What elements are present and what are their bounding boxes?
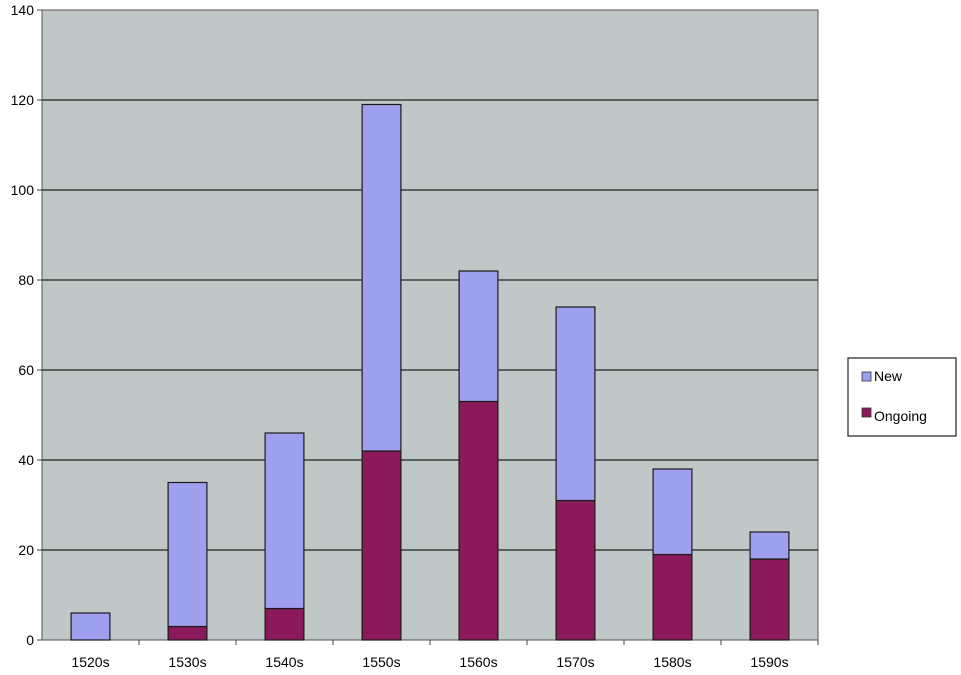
x-tick-label: 1540s <box>265 654 303 670</box>
x-tick-label: 1520s <box>71 654 109 670</box>
y-tick-label: 120 <box>11 92 35 108</box>
y-tick-label: 60 <box>18 362 34 378</box>
y-axis: 0 20 40 60 80 100 120 140 <box>11 2 42 648</box>
bar-ongoing-1550s <box>361 450 402 641</box>
bars <box>70 103 790 641</box>
bar-new-1580s <box>652 468 693 556</box>
x-tick-label: 1580s <box>653 654 691 670</box>
bar-ongoing-1560s <box>458 400 499 641</box>
legend-label-new: New <box>874 368 903 384</box>
legend: New Ongoing <box>847 357 957 437</box>
x-tick-label: 1550s <box>362 654 400 670</box>
bar-ongoing-1580s <box>652 553 693 641</box>
bar-new-1570s <box>555 306 596 502</box>
bar-new-1560s <box>458 270 499 403</box>
bar-new-1540s <box>264 432 305 610</box>
y-tick-label: 80 <box>18 272 34 288</box>
y-tick-label: 100 <box>11 182 35 198</box>
y-tick-label: 140 <box>11 2 35 18</box>
legend-box <box>847 357 957 437</box>
x-tick-label: 1570s <box>556 654 594 670</box>
bar-ongoing-1570s <box>555 499 596 641</box>
y-tick-label: 40 <box>18 452 34 468</box>
x-tick-label: 1560s <box>459 654 497 670</box>
y-tick-label: 0 <box>26 632 34 648</box>
x-axis: 1520s 1530s 1540s 1550s 1560s 1570s 1580s 1590s <box>71 640 819 670</box>
bar-new-1550s <box>361 103 402 452</box>
legend-label-ongoing: Ongoing <box>874 408 927 424</box>
plot-area <box>41 9 819 641</box>
bar-new-1520s <box>70 612 111 641</box>
y-tick-label: 20 <box>18 542 34 558</box>
x-tick-label: 1530s <box>168 654 206 670</box>
x-tick-label: 1590s <box>750 654 788 670</box>
bar-new-1590s <box>749 531 790 560</box>
bar-ongoing-1590s <box>749 558 790 641</box>
legend-swatch-new <box>861 371 872 382</box>
bar-new-1530s <box>167 481 208 628</box>
bar-ongoing-1540s <box>264 607 305 641</box>
legend-swatch-ongoing <box>861 407 872 418</box>
bar-ongoing-1530s <box>167 625 208 641</box>
